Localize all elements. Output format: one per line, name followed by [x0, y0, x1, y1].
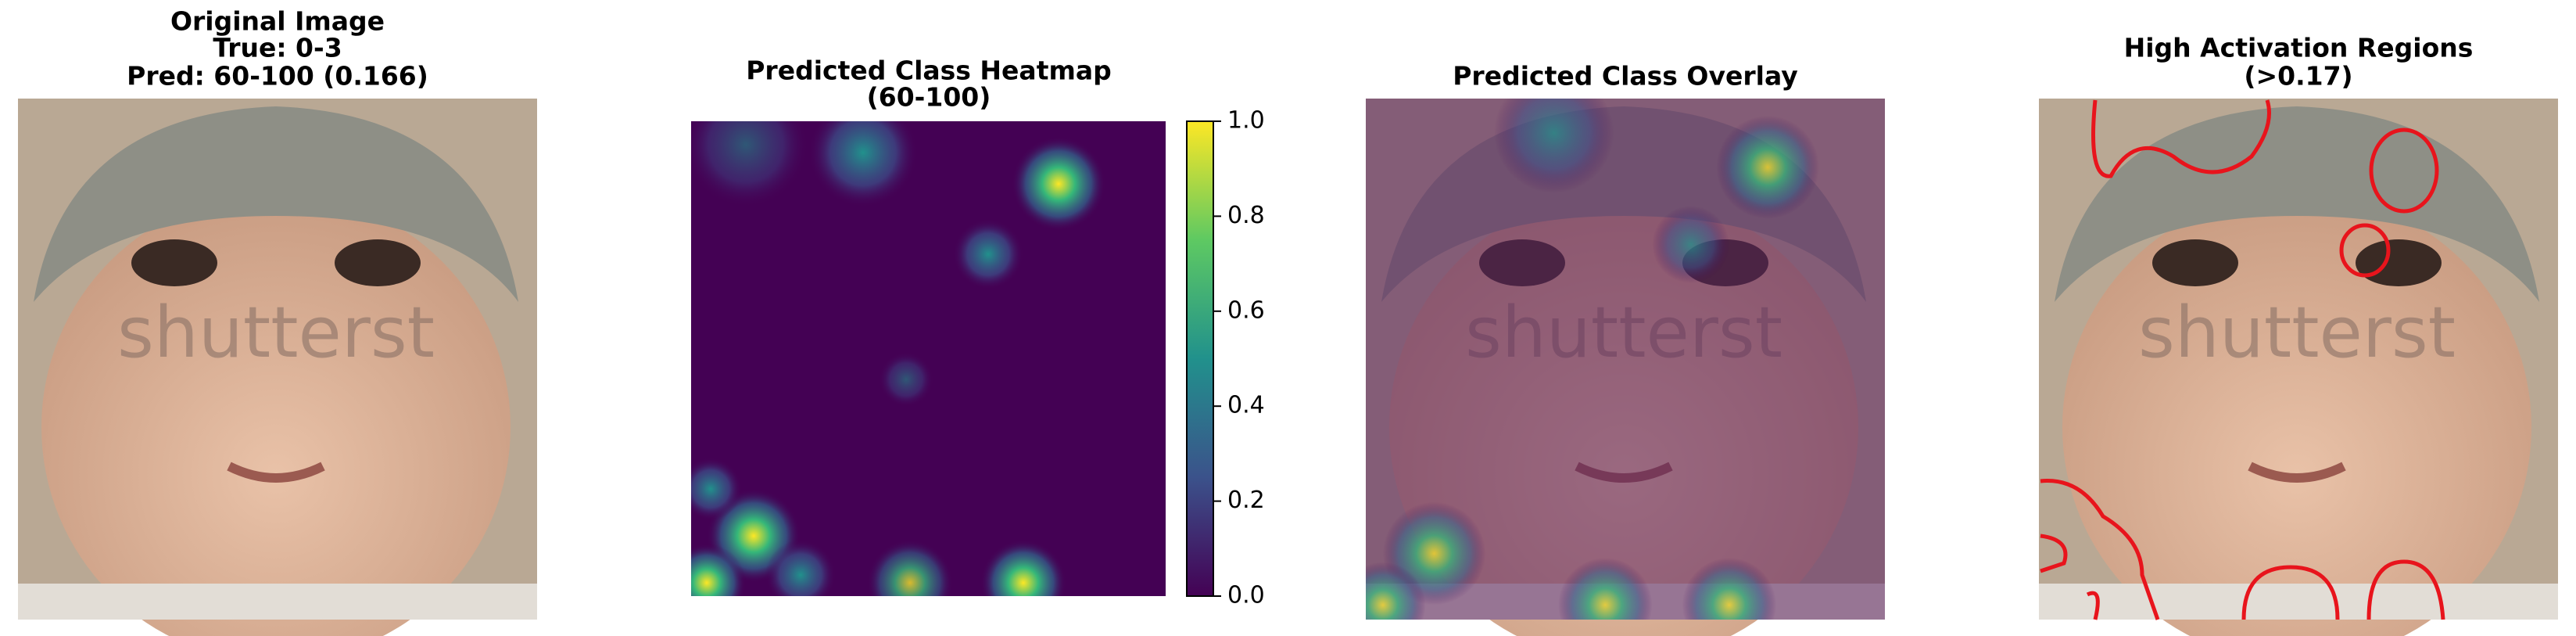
colorbar-tick-label: 1.0	[1227, 107, 1265, 135]
panel-title: (>0.17)	[2244, 61, 2352, 92]
panel-title: Predicted Class Overlay	[1453, 61, 1797, 92]
colorbar-tick-label: 0.8	[1227, 202, 1265, 229]
colorbar-ticks: 0.0 0.2 0.4 0.6 0.8 1.0	[1213, 107, 1265, 609]
contour-image	[2039, 99, 2558, 636]
colorbar-tick-label: 0.2	[1227, 487, 1265, 514]
original-image	[18, 99, 537, 636]
panel-title: Original Image	[170, 6, 385, 37]
heatmap	[691, 121, 1166, 596]
overlay-image	[1340, 73, 1885, 636]
colorbar	[1186, 120, 1214, 597]
panel-title: High Activation Regions	[2124, 33, 2474, 63]
panel-title: Pred: 60-100 (0.166)	[127, 61, 428, 92]
panel-title: True: 0-3	[213, 33, 342, 63]
colorbar-tick-label: 0.4	[1227, 392, 1265, 419]
colorbar-tick-label: 0.6	[1227, 296, 1265, 324]
panel-title: (60-100)	[867, 82, 991, 113]
colorbar-tick-label: 0.0	[1227, 582, 1265, 609]
panel-title: Predicted Class Heatmap	[746, 56, 1112, 86]
